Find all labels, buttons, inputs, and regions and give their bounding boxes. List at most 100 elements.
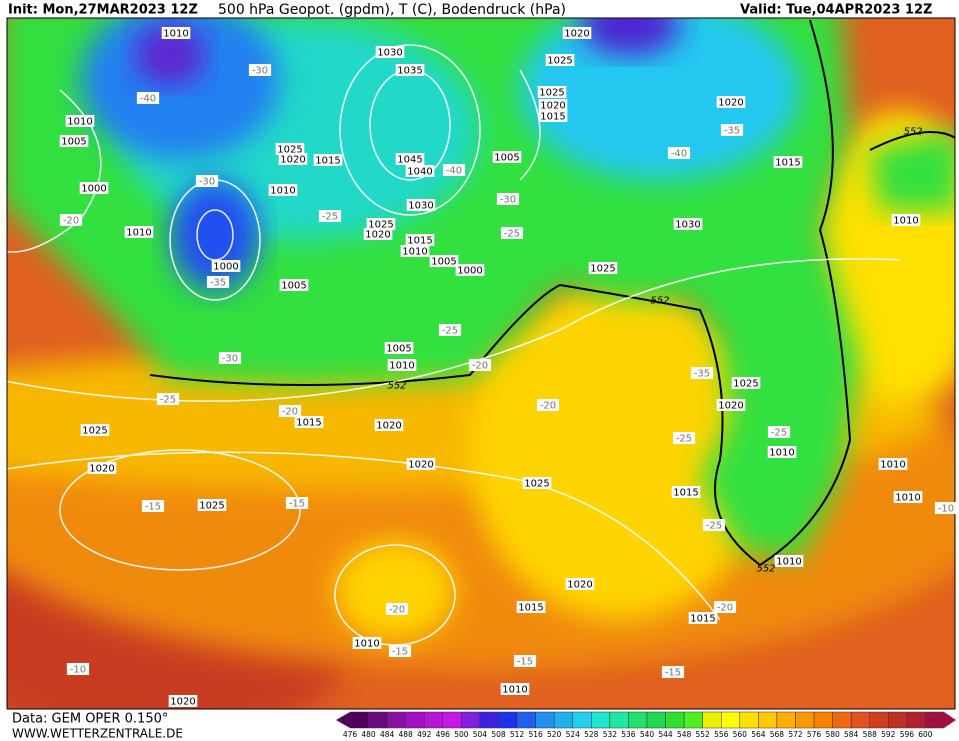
temperature-label: -35 [724, 126, 740, 137]
isobar-label-box [387, 359, 417, 371]
colorbar-cell [535, 711, 555, 729]
colorbar-cell [888, 711, 908, 729]
isobar-label: 1010 [270, 186, 295, 197]
isobar-label: 1025 [539, 88, 564, 99]
temperature-label: -15 [392, 647, 408, 658]
isobar-label: 1010 [893, 216, 918, 227]
isobar-label-box [429, 255, 459, 267]
isobar-label: 1020 [170, 697, 195, 708]
isobar-label-box [395, 153, 425, 165]
colorbar-label: 556 [714, 730, 729, 739]
isobar-label-box [313, 154, 343, 166]
temperature-label-box [141, 500, 165, 512]
isobar-label-box [673, 218, 703, 230]
isobar-label: 1005 [61, 137, 86, 148]
isobar-label: 1040 [407, 167, 432, 178]
isobar-label: 1010 [880, 460, 905, 471]
isobar-label-box [79, 182, 109, 194]
isobar-label-box [893, 491, 923, 503]
temperature-label-box [767, 426, 791, 438]
isobar-label-box [275, 143, 305, 155]
isobar-label-box [279, 279, 309, 291]
temperature-label: -35 [694, 369, 710, 380]
colorbar-label: 488 [399, 730, 414, 739]
temperature-label: -25 [442, 326, 458, 337]
colorbar-label: 544 [658, 730, 673, 739]
map-title: 500 hPa Geopot. (gpdm), T (C), Bodendruc… [218, 2, 566, 18]
isobar-label: 1005 [431, 257, 456, 268]
isobar-label: 1010 [67, 117, 92, 128]
isobar-label: 1010 [354, 639, 379, 650]
temperature-label: -20 [63, 216, 79, 227]
colorbar-label: 552 [696, 730, 711, 739]
isobar-label: 1020 [540, 101, 565, 112]
isobar-label: 1010 [402, 247, 427, 258]
temperature-label-box [278, 405, 302, 417]
colorbar-label: 592 [881, 730, 896, 739]
colorbar-cell [721, 711, 741, 729]
geopotential-label: 552 [387, 381, 406, 392]
temperature-label: -20 [472, 361, 488, 372]
isobar-label-box [124, 226, 154, 238]
isobar-label: 1010 [126, 228, 151, 239]
isobar-label-box [671, 486, 701, 498]
colorbar-cell [498, 711, 518, 729]
temperature-label-box [713, 601, 737, 613]
colorbar-cell [683, 711, 703, 729]
isobar-label-box [688, 612, 718, 624]
isobar-label: 1025 [524, 479, 549, 490]
temperature-label-box [285, 497, 309, 509]
colorbar-cell [702, 711, 722, 729]
isobar-label-box [352, 637, 382, 649]
colorbar-cell [628, 711, 648, 729]
temperature-label: -40 [446, 166, 462, 177]
isobar-label: 1020 [365, 230, 390, 241]
isobar-label-box [406, 199, 436, 211]
isobar-label-box [197, 499, 227, 511]
temperature-label: -15 [665, 668, 681, 679]
colorbar-cell [813, 711, 833, 729]
colorbar-cell [461, 711, 481, 729]
isobar-label: 1005 [494, 153, 519, 164]
temperature-label: -35 [210, 278, 226, 289]
colorbar-label: 560 [733, 730, 748, 739]
colorbar-label: 500 [454, 730, 469, 739]
isobar-label-box [492, 151, 522, 163]
isobar-label: 1025 [82, 426, 107, 437]
colorbar-label: 584 [844, 730, 859, 739]
init-time: Init: Mon,27MAR2023 12Z [8, 3, 198, 18]
isobar-label: 1020 [567, 580, 592, 591]
colorbar-label: 528 [584, 730, 599, 739]
temperature-label-box [59, 214, 83, 226]
colorbar: 476 480 484 488 492 496 500 504 508 512 516 520 524 5… [336, 711, 956, 739]
temperature-label: -10 [70, 665, 86, 676]
isobar-label-box [268, 184, 298, 196]
colorbar-cell [405, 711, 425, 729]
isobar-label: 1005 [281, 281, 306, 292]
temperature-label-box [248, 64, 272, 76]
colorbar-cell [479, 711, 499, 729]
isobar-label: 1010 [776, 557, 801, 568]
isobar-label: 1010 [502, 685, 527, 696]
colorbar-cell [609, 711, 629, 729]
isobar-label-box [395, 64, 425, 76]
temperature-label: -25 [160, 395, 176, 406]
isobar-label: 1030 [675, 220, 700, 231]
isobar-label-box [455, 264, 485, 276]
geopotential-label: 552 [756, 564, 775, 575]
temperature-label: -25 [676, 434, 692, 445]
colorbar-label: 536 [621, 730, 636, 739]
isobar-label: 1020 [718, 98, 743, 109]
isobar-label-box [545, 54, 575, 66]
temperature-label-box [388, 645, 412, 657]
isobar-label: 1000 [213, 262, 238, 273]
colorbar-cell [869, 711, 889, 729]
temperature-label: -15 [145, 502, 161, 513]
colorbar-cell [349, 711, 369, 729]
isobar-label: 1015 [296, 418, 321, 429]
isobar-label-box [588, 262, 618, 274]
isobar-label: 1010 [389, 361, 414, 372]
temperature-label-box [156, 393, 180, 405]
temperature-label-box [318, 210, 342, 222]
